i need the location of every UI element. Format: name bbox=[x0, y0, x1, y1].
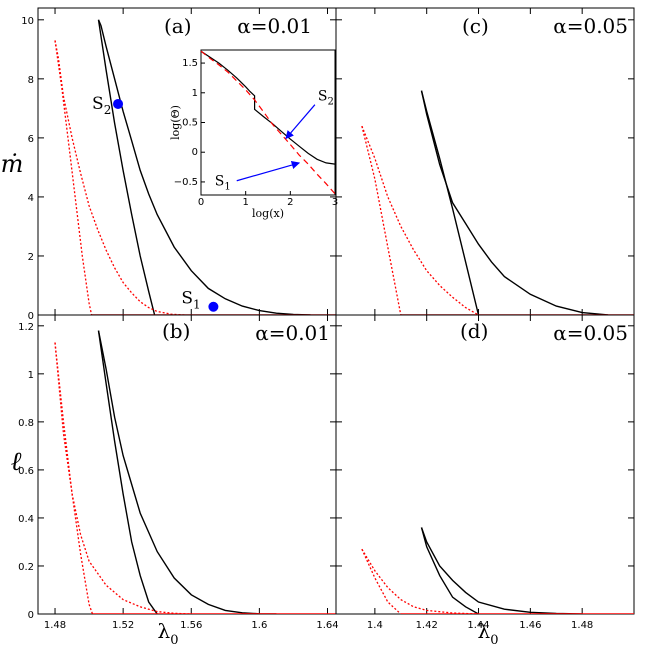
x-tick-label: 1.4 bbox=[367, 620, 383, 631]
y-tick-label: 0.4 bbox=[18, 514, 34, 525]
inset-arrow bbox=[285, 104, 316, 140]
panel-b: 1.48 1.52 1.56 1.6 1.64 0 0.2 0.4 0.6 0.8 1 1.2 (b) α… bbox=[18, 314, 339, 631]
x-tick-label: 1.6 bbox=[251, 620, 267, 631]
axis-titles: ṁ ℓ λ0 λ0 bbox=[1, 150, 499, 648]
inset-arrow bbox=[236, 160, 301, 182]
panel-frame bbox=[335, 7, 635, 316]
inset-arrow-label-sub: 2 bbox=[327, 97, 333, 108]
panel-frame bbox=[335, 314, 635, 615]
series-line-solid bbox=[420, 90, 609, 315]
inset-frame bbox=[200, 49, 336, 196]
y-tick-label: 8 bbox=[28, 75, 34, 86]
x-tick-label: 1.42 bbox=[416, 620, 438, 631]
marker-label-sub: 1 bbox=[193, 298, 201, 312]
inset-y-axis-label: log(Θ) bbox=[169, 105, 182, 140]
inset-x-tick-label: 1 bbox=[242, 197, 248, 208]
marker-label-sub: 2 bbox=[104, 103, 112, 117]
inset-x-tick-label: 0 bbox=[198, 197, 204, 208]
inset-series-line-dashed bbox=[200, 50, 336, 195]
inset-x-tick-label: 2 bbox=[287, 197, 293, 208]
series-line-dotted bbox=[361, 548, 479, 614]
y-tick-label: 10 bbox=[21, 16, 34, 27]
inset-series-line-solid bbox=[200, 50, 336, 165]
series-line-dotted bbox=[361, 548, 402, 614]
marker-label-main: S bbox=[92, 94, 104, 114]
alpha-label: α=0.05 bbox=[553, 321, 628, 345]
series-line-dotted bbox=[54, 40, 93, 315]
series-line-dotted bbox=[54, 40, 185, 315]
inset-y-tick-label: −0.5 bbox=[174, 177, 198, 188]
inset-y-tick-label: 0.5 bbox=[182, 118, 198, 129]
y-tick-label: 0 bbox=[28, 311, 34, 322]
inset-x-axis-label: log(x) bbox=[252, 207, 284, 220]
point-marker bbox=[208, 301, 219, 312]
y-tick-label: 0.2 bbox=[18, 562, 34, 573]
panel-label: (c) bbox=[462, 14, 489, 38]
y-tick-label: 1 bbox=[28, 370, 34, 381]
inset-y-tick-label: 1 bbox=[192, 88, 198, 99]
y-axis-label-bottom: ℓ bbox=[11, 447, 22, 477]
series-line-solid bbox=[97, 330, 277, 614]
series-line-solid bbox=[420, 527, 583, 614]
marker-label: S2 bbox=[92, 94, 111, 117]
inset-x-tick-label: 3 bbox=[332, 197, 338, 208]
y-tick-label: 0 bbox=[28, 610, 34, 621]
x-axis-label-right: λ0 bbox=[478, 619, 499, 648]
alpha-label: α=0.01 bbox=[237, 14, 312, 38]
inset-arrow-label: S2 bbox=[318, 89, 334, 108]
y-tick-label: 1.2 bbox=[18, 322, 34, 333]
inset-arrow-label: S1 bbox=[215, 174, 231, 193]
x-tick-label: 1.44 bbox=[467, 620, 489, 631]
x-axis-label-left: λ0 bbox=[158, 619, 179, 648]
series-line-solid bbox=[420, 90, 480, 315]
panel-label: (d) bbox=[460, 319, 488, 343]
series-line-dotted bbox=[361, 125, 479, 315]
x-tick-label: 1.64 bbox=[316, 620, 338, 631]
y-tick-label: 4 bbox=[28, 193, 34, 204]
inset-y-tick-label: 0 bbox=[192, 147, 198, 158]
series-group bbox=[361, 527, 634, 614]
series-group bbox=[54, 330, 336, 614]
panel-c: (c) α=0.05 bbox=[335, 7, 635, 316]
point-marker bbox=[113, 98, 124, 109]
inset-arrow-label-sub: 1 bbox=[224, 182, 230, 193]
series-line-solid bbox=[420, 527, 479, 614]
y-tick-label: 0.6 bbox=[18, 466, 34, 477]
y-axis-label-top: ṁ bbox=[1, 150, 24, 178]
series-line-dotted bbox=[361, 125, 402, 315]
series-group bbox=[54, 19, 336, 315]
marker-label-main: S bbox=[181, 289, 193, 309]
series-line-dotted bbox=[54, 342, 94, 614]
alpha-label: α=0.05 bbox=[553, 14, 628, 38]
alpha-label: α=0.01 bbox=[255, 321, 330, 345]
x-tick-label: 1.56 bbox=[180, 620, 202, 631]
panel-d: 1.4 1.42 1.44 1.46 1.48 (d) α=0.05 bbox=[335, 314, 635, 631]
series-group bbox=[361, 90, 634, 315]
x-tick-label: 1.52 bbox=[112, 620, 134, 631]
series-line-solid bbox=[97, 19, 156, 315]
panel-label: (b) bbox=[162, 319, 190, 343]
inset-arrow-label-main: S bbox=[318, 89, 328, 105]
panel-label: (a) bbox=[164, 14, 192, 38]
y-tick-label: 0.8 bbox=[18, 418, 34, 429]
inset-arrow-label-main: S bbox=[215, 174, 225, 190]
marker-label: S1 bbox=[181, 289, 200, 312]
inset-y-tick-label: 1.5 bbox=[182, 58, 198, 69]
x-tick-label: 1.46 bbox=[519, 620, 541, 631]
x-tick-label: 1.48 bbox=[571, 620, 593, 631]
y-tick-label: 6 bbox=[28, 134, 34, 145]
series-line-solid bbox=[97, 19, 311, 315]
series-line-solid bbox=[97, 330, 158, 614]
x-tick-label: 1.48 bbox=[44, 620, 66, 631]
y-tick-label: 2 bbox=[28, 252, 34, 263]
